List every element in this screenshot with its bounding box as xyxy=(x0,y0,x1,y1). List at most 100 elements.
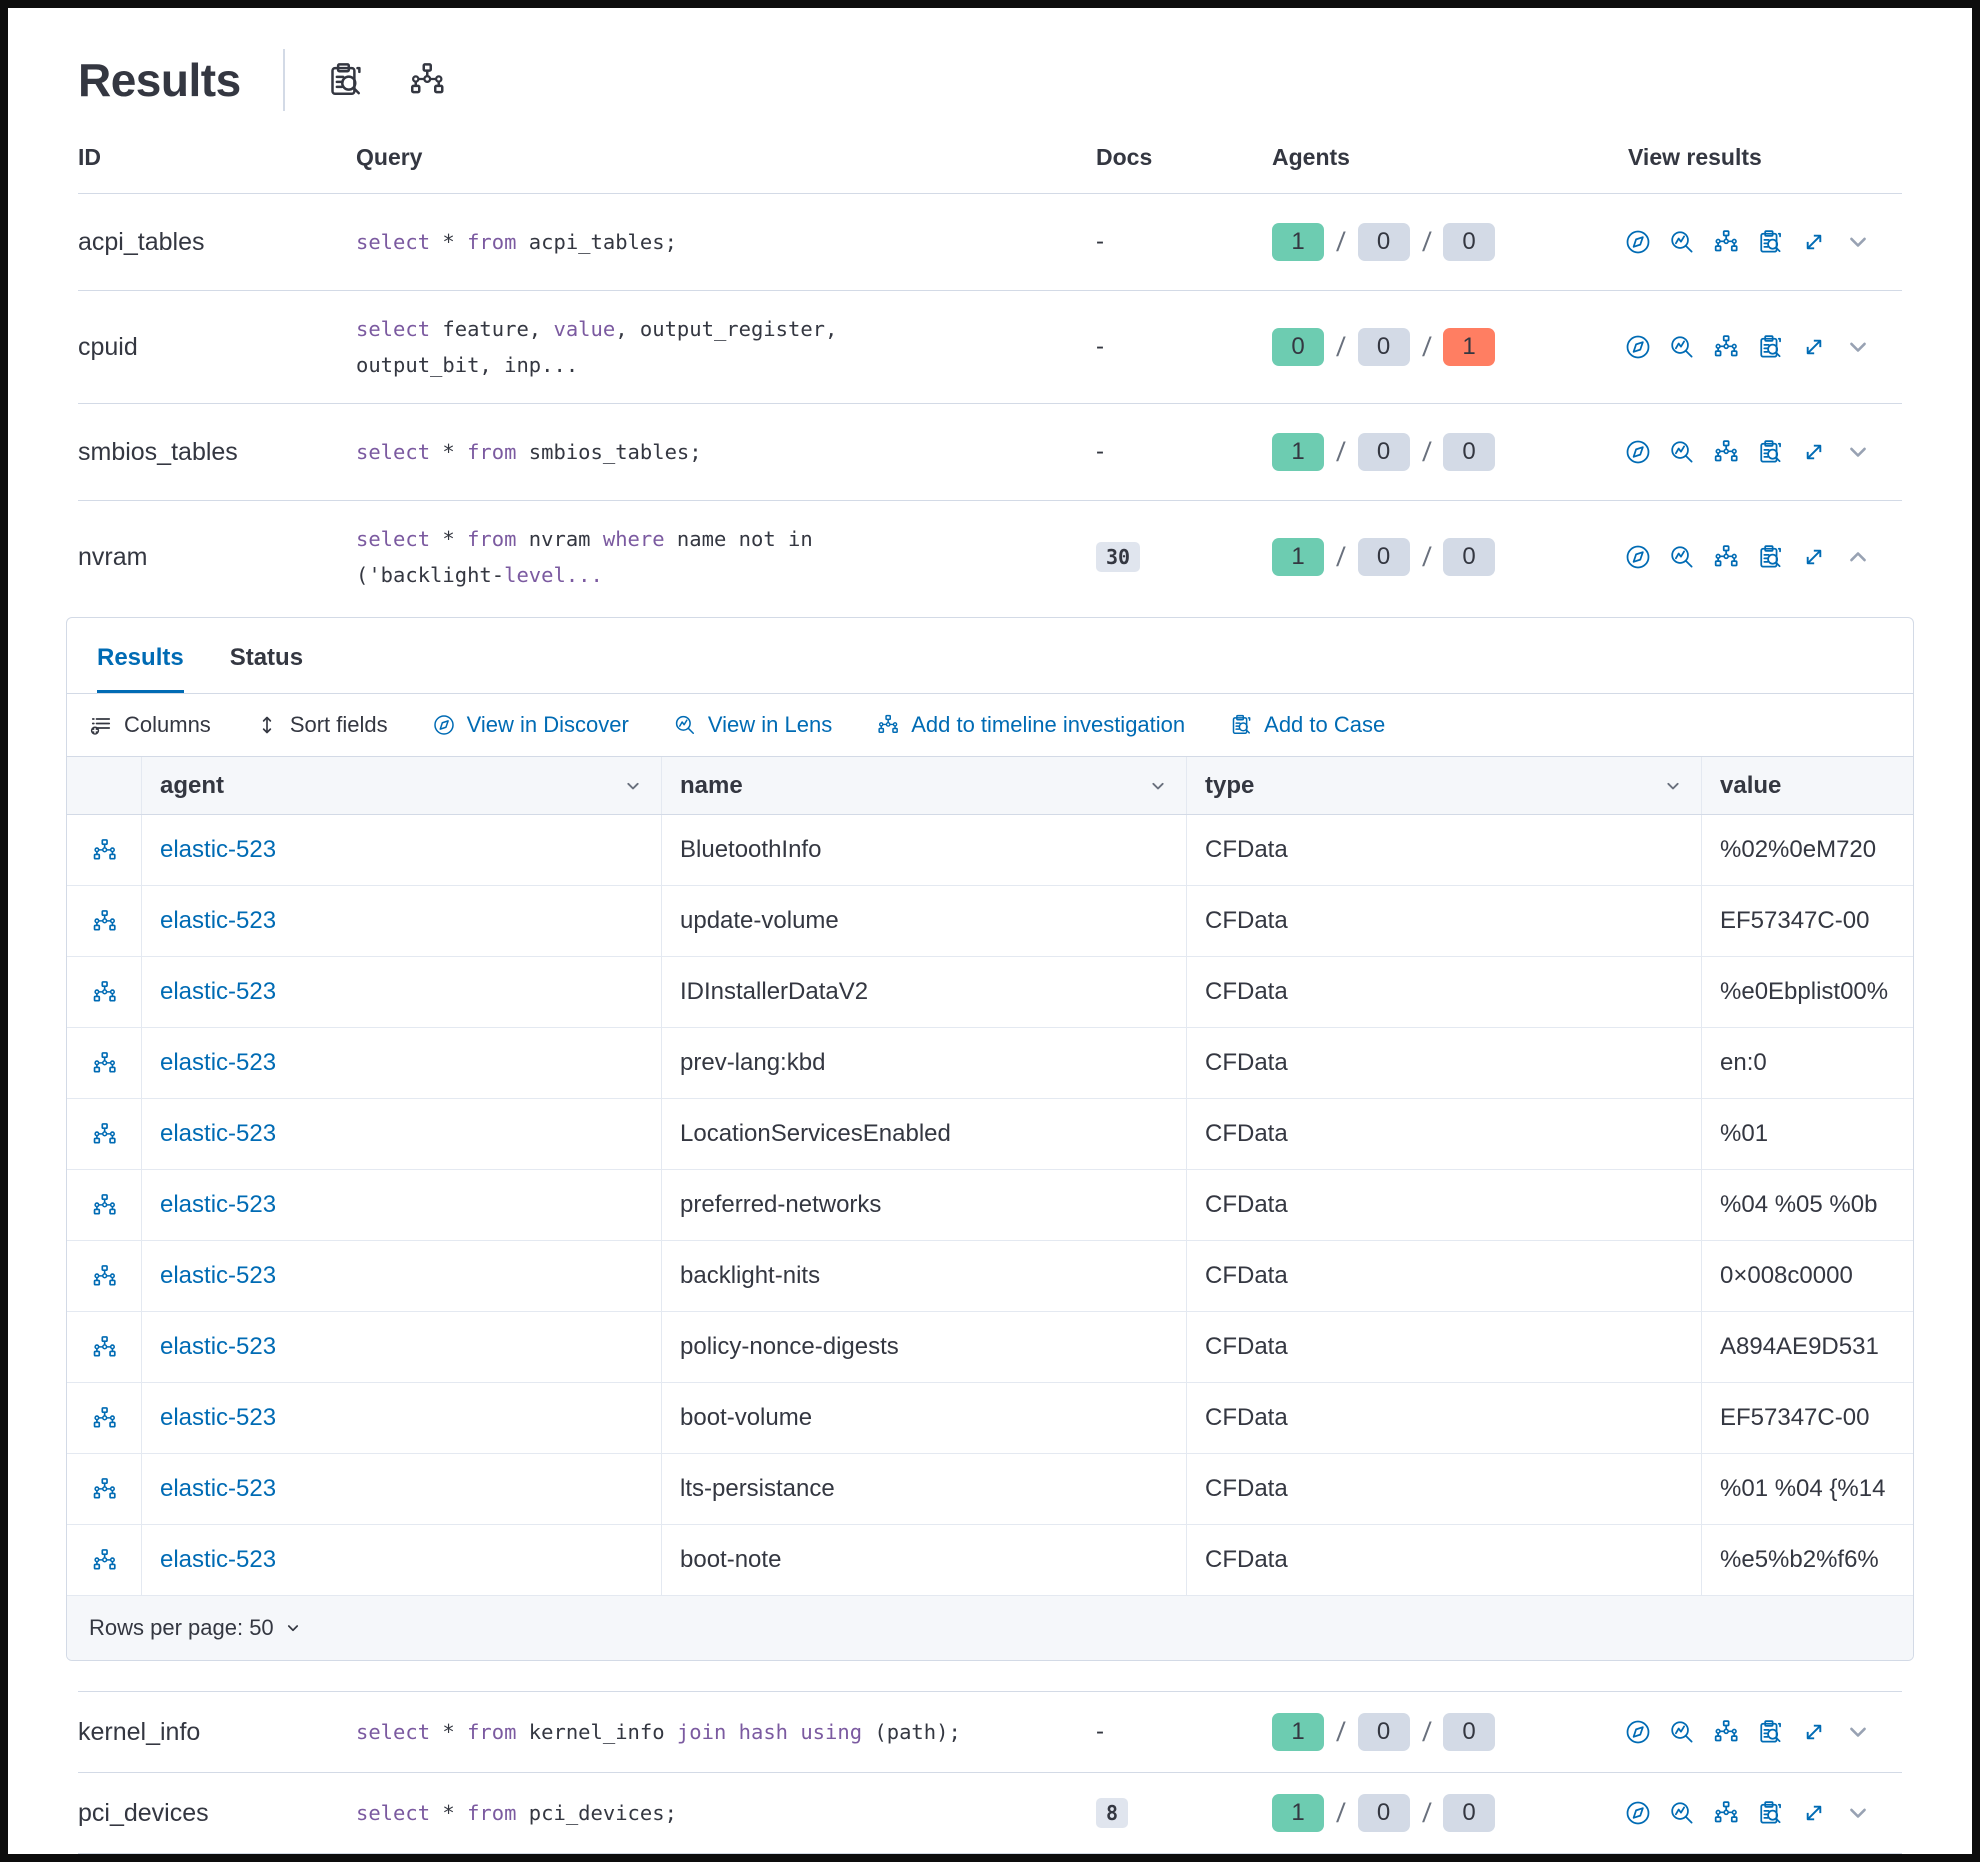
toggle-details-button[interactable] xyxy=(1844,228,1872,256)
query-row-acpi-tables: acpi_tables select * from acpi_tables; -… xyxy=(78,194,1902,291)
view-in-discover-button[interactable] xyxy=(1624,1799,1652,1827)
row-timeline-button[interactable] xyxy=(91,1121,118,1148)
lens-icon xyxy=(1668,333,1696,361)
agent-link[interactable]: elastic-523 xyxy=(142,957,662,1027)
row-timeline-button[interactable] xyxy=(91,1476,118,1503)
row-timeline-button[interactable] xyxy=(91,1334,118,1361)
view-results-actions xyxy=(1572,199,1902,285)
toggle-details-button[interactable] xyxy=(1844,438,1872,466)
timeline-icon xyxy=(91,837,118,864)
agent-link[interactable]: elastic-523 xyxy=(142,1383,662,1453)
grid-header-name[interactable]: name xyxy=(662,757,1187,814)
agent-link[interactable]: elastic-523 xyxy=(142,1099,662,1169)
add-to-timeline-button[interactable] xyxy=(1712,1718,1740,1746)
agent-link[interactable]: elastic-523 xyxy=(142,1028,662,1098)
agents-pending-badge: 0 xyxy=(1357,328,1410,366)
collapse-details-button[interactable] xyxy=(1844,543,1872,571)
view-in-lens-button[interactable] xyxy=(1668,333,1696,361)
agent-link[interactable]: elastic-523 xyxy=(142,1170,662,1240)
agent-link[interactable]: elastic-523 xyxy=(142,1241,662,1311)
chevron-down-icon xyxy=(1844,333,1872,361)
expand-row-button[interactable] xyxy=(1800,438,1828,466)
query-sql: select feature, value, output_register, … xyxy=(356,317,838,377)
view-in-discover-button[interactable] xyxy=(1624,543,1652,571)
view-in-lens-button[interactable] xyxy=(1668,543,1696,571)
nvram-results-panel: Results Status Columns Sort fields View … xyxy=(66,617,1914,1661)
timeline-icon xyxy=(91,979,118,1006)
expand-row-button[interactable] xyxy=(1800,1718,1828,1746)
view-in-lens-button[interactable] xyxy=(1668,228,1696,256)
view-in-lens-button[interactable] xyxy=(1668,438,1696,466)
rows-per-page-button[interactable]: Rows per page: 50 xyxy=(89,1615,302,1641)
add-to-case-button[interactable] xyxy=(1756,438,1784,466)
add-to-timeline-button[interactable] xyxy=(1712,228,1740,256)
add-to-case-button[interactable] xyxy=(1756,333,1784,361)
grid-header-value[interactable]: value xyxy=(1720,771,1782,799)
view-results-actions xyxy=(1572,523,1902,591)
toggle-details-button[interactable] xyxy=(1844,1799,1872,1827)
agents-success-badge: 1 xyxy=(1272,433,1324,471)
view-in-lens-button[interactable] xyxy=(1668,1718,1696,1746)
tab-status[interactable]: Status xyxy=(229,644,304,671)
expand-row-button[interactable] xyxy=(1800,333,1828,361)
add-to-case-button[interactable] xyxy=(1756,1718,1784,1746)
add-to-case-button[interactable] xyxy=(1756,228,1784,256)
add-to-timeline-button[interactable] xyxy=(1712,543,1740,571)
network-diagram-icon xyxy=(407,60,447,100)
query-sql: select * from kernel_info join hash usin… xyxy=(356,1720,961,1744)
grid-row: elastic-523 policy-nonce-digests CFData … xyxy=(67,1312,1913,1383)
add-to-case-button[interactable] xyxy=(1756,543,1784,571)
tab-results[interactable]: Results xyxy=(97,644,184,693)
value-cell: %01 xyxy=(1720,1120,1769,1147)
add-to-timeline-investigation-button[interactable]: Add to timeline investigation xyxy=(876,712,1185,738)
agent-link[interactable]: elastic-523 xyxy=(142,886,662,956)
expand-row-button[interactable] xyxy=(1800,543,1828,571)
row-timeline-button[interactable] xyxy=(91,1192,118,1219)
toggle-details-button[interactable] xyxy=(1844,1718,1872,1746)
add-to-case-button[interactable] xyxy=(1756,1799,1784,1827)
add-to-timeline-button[interactable] xyxy=(1712,1799,1740,1827)
row-timeline-button[interactable] xyxy=(91,1405,118,1432)
row-timeline-button[interactable] xyxy=(91,837,118,864)
row-timeline-button[interactable] xyxy=(91,1547,118,1574)
columns-button[interactable]: Columns xyxy=(89,712,211,738)
expand-row-button[interactable] xyxy=(1800,228,1828,256)
inspect-results-button[interactable] xyxy=(325,60,365,100)
agent-link[interactable]: elastic-523 xyxy=(142,1454,662,1524)
view-in-discover-button[interactable]: View in Discover xyxy=(432,712,629,738)
toggle-details-button[interactable] xyxy=(1844,333,1872,361)
add-to-case-button[interactable]: Add to Case xyxy=(1229,712,1385,738)
sort-fields-button[interactable]: Sort fields xyxy=(255,712,388,738)
discover-compass-icon xyxy=(1624,228,1652,256)
add-to-timeline-button[interactable] xyxy=(1712,333,1740,361)
view-in-lens-button[interactable] xyxy=(1668,1799,1696,1827)
grid-row: elastic-523 IDInstallerDataV2 CFData %e0… xyxy=(67,957,1913,1028)
view-as-timeline-button[interactable] xyxy=(407,60,447,100)
row-timeline-button[interactable] xyxy=(91,979,118,1006)
agent-link[interactable]: elastic-523 xyxy=(142,1525,662,1595)
agents-failed-badge: 0 xyxy=(1443,433,1496,471)
view-in-discover-button[interactable] xyxy=(1624,438,1652,466)
case-clipboard-icon xyxy=(1756,1718,1784,1746)
discover-compass-icon xyxy=(1624,438,1652,466)
query-sql: select * from nvram where name not in ('… xyxy=(356,527,813,587)
row-timeline-button[interactable] xyxy=(91,908,118,935)
agent-link[interactable]: elastic-523 xyxy=(142,1312,662,1382)
timeline-icon xyxy=(91,1121,118,1148)
grid-header-agent[interactable]: agent xyxy=(142,757,662,814)
view-in-lens-button[interactable]: View in Lens xyxy=(673,712,832,738)
expand-icon xyxy=(1800,438,1828,466)
agent-link[interactable]: elastic-523 xyxy=(142,815,662,885)
view-in-discover-button[interactable] xyxy=(1624,1718,1652,1746)
expand-row-button[interactable] xyxy=(1800,1799,1828,1827)
view-in-discover-button[interactable] xyxy=(1624,228,1652,256)
chevron-up-icon xyxy=(1844,543,1872,571)
grid-header-type[interactable]: type xyxy=(1187,757,1702,814)
row-timeline-button[interactable] xyxy=(91,1263,118,1290)
docs-count: - xyxy=(1096,333,1104,360)
row-timeline-button[interactable] xyxy=(91,1050,118,1077)
add-to-timeline-button[interactable] xyxy=(1712,438,1740,466)
grid-row: elastic-523 LocationServicesEnabled CFDa… xyxy=(67,1099,1913,1170)
clipboard-search-icon xyxy=(325,60,365,100)
view-in-discover-button[interactable] xyxy=(1624,333,1652,361)
